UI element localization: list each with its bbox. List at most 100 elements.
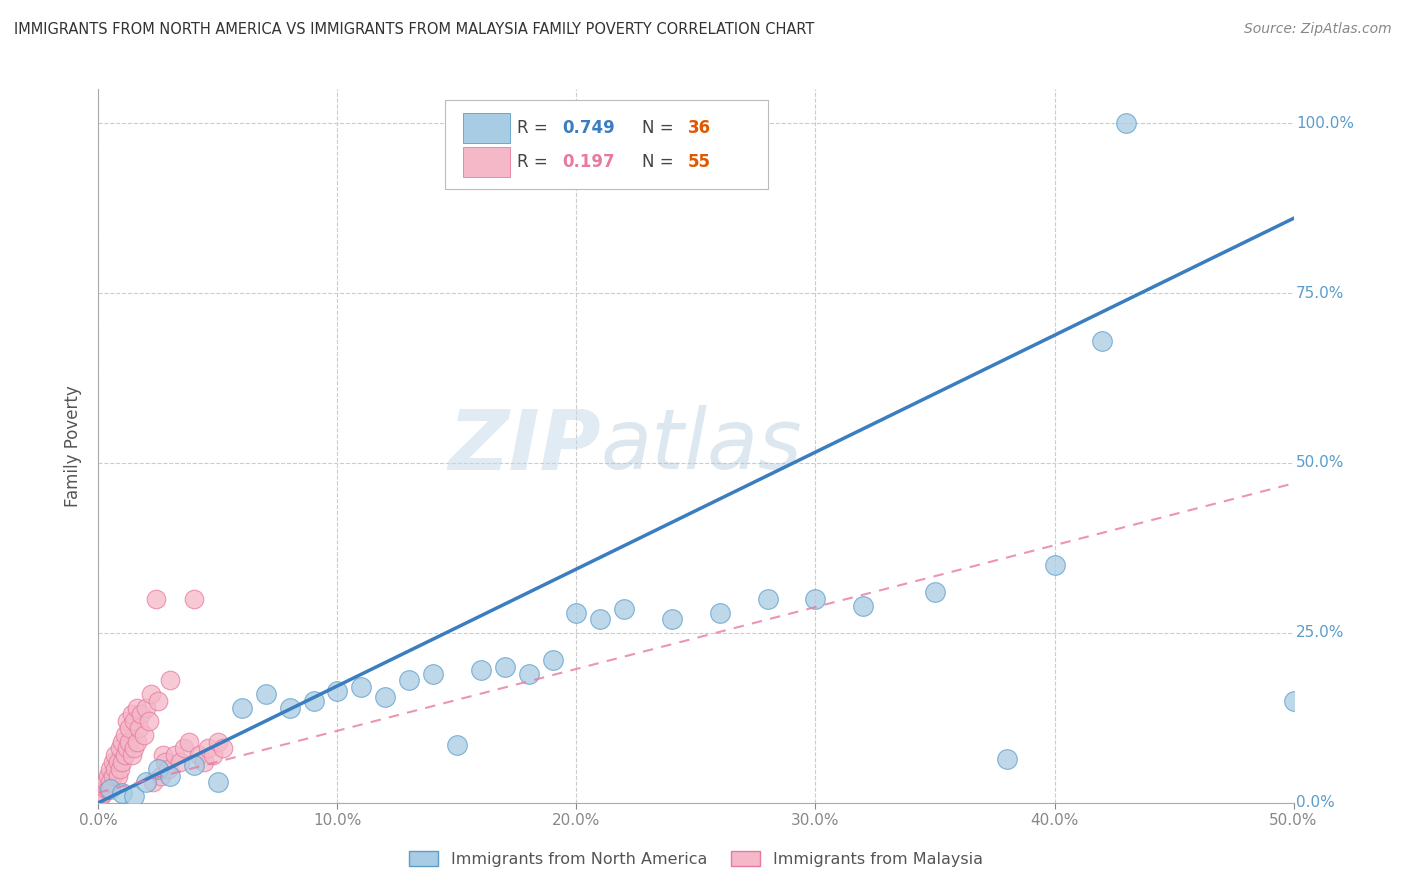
- Text: 36: 36: [688, 119, 710, 136]
- Point: [94, 782, 117, 797]
- Point: [398, 673, 420, 688]
- Text: 25.0%: 25.0%: [1296, 625, 1344, 640]
- Point: [115, 741, 138, 756]
- Point: [302, 694, 325, 708]
- Point: [114, 748, 136, 763]
- Legend: Immigrants from North America, Immigrants from Malaysia: Immigrants from North America, Immigrant…: [404, 845, 988, 873]
- Point: [211, 741, 233, 756]
- Point: [202, 748, 225, 763]
- Point: [108, 762, 131, 776]
- Y-axis label: Family Poverty: Family Poverty: [65, 385, 83, 507]
- Point: [422, 666, 444, 681]
- Point: [139, 687, 162, 701]
- Point: [1282, 694, 1305, 708]
- Point: [350, 680, 373, 694]
- Point: [254, 687, 277, 701]
- Text: 0.0%: 0.0%: [1296, 796, 1334, 810]
- Point: [97, 782, 120, 797]
- Point: [94, 775, 117, 789]
- Point: [107, 769, 129, 783]
- Point: [179, 734, 201, 748]
- Text: Source: ZipAtlas.com: Source: ZipAtlas.com: [1244, 22, 1392, 37]
- Point: [149, 769, 172, 783]
- Point: [197, 741, 219, 756]
- Point: [494, 660, 516, 674]
- Point: [231, 700, 253, 714]
- Point: [589, 612, 612, 626]
- FancyBboxPatch shape: [463, 112, 509, 143]
- Point: [101, 769, 124, 783]
- Point: [124, 789, 146, 803]
- Point: [517, 666, 540, 681]
- Point: [152, 748, 174, 763]
- Point: [709, 606, 731, 620]
- Point: [128, 721, 150, 735]
- Point: [131, 707, 153, 722]
- Point: [183, 758, 205, 772]
- Point: [995, 751, 1018, 765]
- Point: [108, 741, 131, 756]
- Point: [207, 775, 229, 789]
- Point: [613, 602, 636, 616]
- Point: [374, 690, 396, 705]
- Point: [121, 707, 143, 722]
- Point: [278, 700, 301, 714]
- Text: 100.0%: 100.0%: [1296, 116, 1354, 131]
- Point: [159, 769, 181, 783]
- Point: [207, 734, 229, 748]
- Point: [326, 683, 349, 698]
- Point: [163, 748, 186, 763]
- Text: 0.749: 0.749: [562, 119, 614, 136]
- Point: [1043, 558, 1066, 572]
- Point: [135, 700, 157, 714]
- Point: [142, 775, 165, 789]
- Point: [111, 755, 134, 769]
- Point: [470, 663, 492, 677]
- Point: [132, 728, 155, 742]
- Point: [101, 755, 124, 769]
- Point: [565, 606, 588, 620]
- Point: [98, 762, 122, 776]
- Point: [111, 734, 134, 748]
- Point: [852, 599, 875, 613]
- Point: [173, 741, 195, 756]
- Text: N =: N =: [643, 119, 679, 136]
- Text: R =: R =: [517, 153, 553, 171]
- Point: [804, 591, 827, 606]
- Point: [115, 714, 138, 729]
- Point: [104, 748, 127, 763]
- Point: [193, 755, 215, 769]
- Point: [98, 775, 122, 789]
- Text: 55: 55: [688, 153, 710, 171]
- Point: [125, 700, 148, 714]
- Point: [111, 786, 134, 800]
- Point: [90, 789, 112, 803]
- Point: [135, 775, 157, 789]
- Text: 0.197: 0.197: [562, 153, 614, 171]
- Point: [159, 673, 181, 688]
- Point: [924, 585, 946, 599]
- Point: [1115, 116, 1137, 130]
- FancyBboxPatch shape: [463, 147, 509, 177]
- Point: [118, 734, 141, 748]
- Point: [91, 786, 114, 800]
- Point: [148, 694, 170, 708]
- Point: [125, 734, 148, 748]
- Point: [98, 782, 122, 797]
- Point: [156, 762, 179, 776]
- Text: ZIP: ZIP: [447, 406, 600, 486]
- Text: 50.0%: 50.0%: [1296, 456, 1344, 470]
- Point: [104, 762, 127, 776]
- Text: 75.0%: 75.0%: [1296, 285, 1344, 301]
- Point: [107, 755, 129, 769]
- FancyBboxPatch shape: [444, 100, 768, 189]
- Point: [183, 591, 205, 606]
- Point: [124, 741, 146, 756]
- Point: [187, 748, 209, 763]
- Point: [124, 714, 146, 729]
- Point: [756, 591, 779, 606]
- Point: [114, 728, 136, 742]
- Point: [541, 653, 564, 667]
- Text: R =: R =: [517, 119, 553, 136]
- Point: [661, 612, 683, 626]
